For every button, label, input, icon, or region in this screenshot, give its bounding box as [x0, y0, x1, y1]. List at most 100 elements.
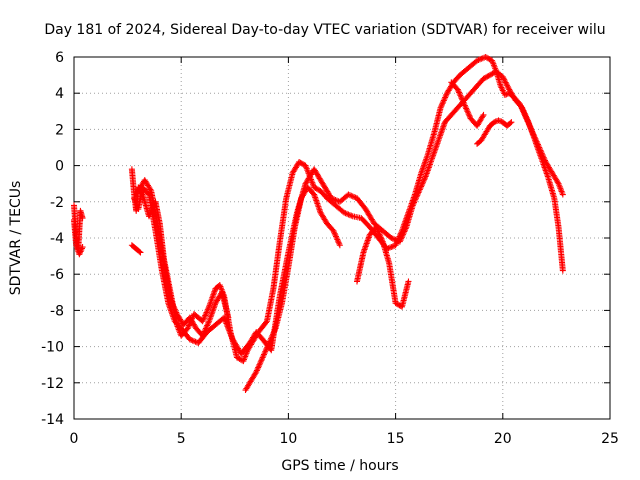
- y-tick-label: 4: [55, 86, 64, 102]
- data-point: [492, 118, 499, 125]
- data-point: [229, 334, 236, 341]
- data-point: [333, 235, 340, 241]
- data-point: [521, 110, 528, 117]
- data-point: [205, 319, 212, 326]
- data-point: [202, 311, 209, 318]
- data-point: [421, 174, 428, 181]
- x-tick-label: 15: [387, 431, 405, 447]
- data-point: [77, 249, 84, 256]
- data-point: [296, 158, 303, 165]
- data-point: [379, 237, 386, 244]
- data-point: [78, 246, 85, 253]
- data-point: [331, 196, 338, 203]
- data-point: [559, 267, 566, 274]
- data-point: [137, 249, 144, 256]
- data-point: [491, 119, 498, 126]
- data-point: [419, 180, 426, 187]
- data-point: [483, 74, 490, 81]
- y-tick-label: 2: [55, 122, 64, 138]
- y-tick-label: -4: [50, 231, 64, 247]
- series-trace-early: [71, 202, 86, 252]
- data-point: [500, 75, 507, 82]
- data-point: [442, 93, 449, 100]
- data-point: [252, 370, 259, 377]
- data-point: [377, 232, 384, 239]
- data-point: [466, 112, 473, 119]
- data-point: [269, 331, 276, 338]
- data-point: [416, 186, 423, 193]
- data-point: [261, 350, 268, 357]
- data-point: [346, 192, 353, 199]
- data-point: [482, 54, 489, 60]
- data-point: [257, 358, 264, 365]
- data-point: [489, 70, 496, 77]
- data-point: [554, 179, 561, 186]
- data-point: [172, 308, 179, 315]
- data-point: [331, 230, 338, 237]
- data-point: [227, 332, 234, 339]
- data-point: [480, 111, 487, 118]
- data-point: [328, 195, 335, 202]
- data-point: [417, 185, 424, 192]
- data-point: [202, 326, 209, 333]
- data-point: [476, 56, 483, 63]
- data-point: [331, 229, 338, 236]
- data-point: [225, 326, 232, 333]
- data-point: [399, 232, 406, 239]
- data-point: [413, 193, 420, 200]
- data-point: [225, 324, 232, 331]
- data-point: [204, 308, 211, 315]
- data-point: [270, 329, 277, 336]
- data-point: [169, 300, 176, 307]
- data-point: [265, 341, 272, 348]
- data-point: [374, 227, 381, 234]
- data-point: [226, 329, 233, 336]
- data-point: [268, 334, 275, 341]
- data-point: [395, 301, 402, 308]
- series-trace-d: [242, 184, 343, 394]
- data-point: [351, 193, 358, 200]
- data-point: [330, 227, 337, 234]
- data-point: [203, 309, 210, 316]
- data-point: [389, 243, 396, 250]
- data-point: [521, 109, 528, 116]
- data-point: [199, 318, 206, 325]
- data-point: [200, 331, 207, 338]
- data-point: [420, 177, 427, 184]
- data-point: [254, 366, 261, 373]
- data-point: [144, 190, 151, 197]
- data-point: [461, 102, 468, 109]
- data-point: [191, 338, 198, 345]
- data-point: [461, 101, 468, 108]
- data-point: [508, 119, 515, 126]
- data-point: [225, 314, 232, 321]
- data-point: [78, 245, 85, 252]
- data-point: [396, 238, 403, 245]
- data-point: [264, 342, 271, 349]
- data-point: [185, 322, 192, 329]
- data-point: [204, 321, 211, 328]
- data-point: [168, 297, 175, 304]
- series-trace-a: [128, 54, 566, 365]
- data-point: [223, 321, 230, 328]
- data-point: [388, 244, 395, 251]
- data-point: [336, 240, 343, 247]
- x-tick-label: 0: [70, 431, 79, 447]
- data-point: [341, 209, 348, 216]
- data-point: [79, 244, 86, 251]
- x-tick-labels: 0 5 10 15 20 25: [70, 57, 619, 447]
- data-point: [397, 237, 404, 244]
- data-point: [171, 306, 178, 313]
- data-point: [438, 101, 445, 108]
- data-point: [438, 103, 445, 110]
- data-point: [519, 106, 526, 113]
- data-point: [253, 367, 260, 374]
- data-point: [226, 327, 233, 334]
- data-point: [253, 368, 260, 375]
- data-point: [203, 324, 210, 331]
- data-point: [76, 251, 83, 258]
- data-point: [480, 75, 487, 82]
- data-point: [348, 192, 355, 199]
- data-point: [486, 56, 493, 63]
